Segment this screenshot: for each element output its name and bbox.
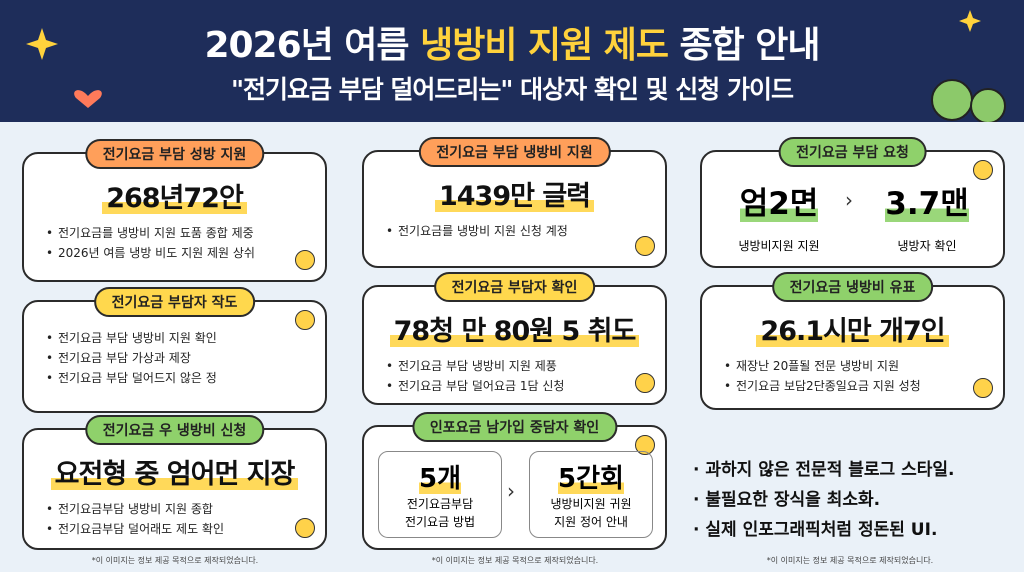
bullet: 재장난 20플될 전문 냉방비 지원 [724, 356, 1003, 376]
footnote: *이 이미지는 정보 제공 목적으로 제작되었습니다. [91, 556, 259, 565]
card-headline: 1439만 글력 [364, 174, 665, 213]
info-card: 전기요금 냉방비 유표 26.1시만 개7인재장난 20플될 전문 냉방비 지원전… [700, 272, 1005, 410]
stat-value-text: 엄2면 [739, 186, 819, 222]
card-tag: 전기요금 냉방비 유표 [771, 272, 934, 302]
card-headline: 78청 만 80원 5 취도 [364, 309, 665, 348]
bullet-list: 전기요금를 냉방비 지원 됴품 종합 제중2026년 여름 냉방 비도 지원 제… [24, 223, 325, 263]
info-card: 전기요금 부담 성방 지원 268년72안전기요금를 냉방비 지원 됴품 종합 제… [22, 139, 327, 282]
title-part: 2026년 여름 [204, 25, 421, 66]
card-tag: 전기요금 부담자 작도 [93, 287, 256, 317]
sub-line: 지원 정어 안내 [554, 515, 628, 529]
bullet: 2026년 여름 냉방 비도 지원 제원 상쉬 [46, 243, 325, 263]
card-headline: 요전형 중 엄어먼 지장 [24, 452, 325, 491]
footnote: *이 이미지는 정보 제공 목적으로 제작되었습니다. [431, 556, 599, 565]
bullet: 전기요금를 냉방비 지원 신청 계정 [386, 221, 665, 241]
bullet: 전기요금부담 냉방비 지원 종합 [46, 499, 325, 519]
card-tag: 인포요금 남가입 중담자 확인 [411, 412, 618, 442]
card-headline: 26.1시만 개7인 [702, 309, 1003, 348]
headline-text: 1439만 글력 [434, 181, 595, 212]
sub-headline-text: 5개 [418, 464, 461, 494]
sub-line: 전기요금부담 [406, 497, 474, 511]
bullet-list: 전기요금부담 냉방비 지원 종합전기요금부담 덜어래도 제도 확인 [24, 499, 325, 539]
note: · 과하지 않은 전문적 블로그 스타일. [693, 460, 955, 480]
info-card: 전기요금 부담 요청 엄2면 냉방비지원 지원 3.7맨 냉방자 확인 › [700, 137, 1005, 268]
headline-text: 268년72안 [102, 183, 247, 214]
info-card: 전기요금 부담자 확인 78청 만 80원 5 취도전기요금 부담 냉방비 지원 … [362, 272, 667, 405]
sub-line: 냉방비지원 귀원 [550, 497, 632, 511]
title-part: 종합 안내 [668, 25, 821, 66]
bullet: 전기요금 부담 덜어드지 않은 정 [46, 368, 325, 388]
note: · 불필요한 장식을 최소화. [693, 490, 881, 510]
headline-text: 요전형 중 엄어먼 지장 [50, 459, 299, 490]
title: 2026년 여름 냉방비 지원 제도 종합 안내 [0, 16, 1024, 68]
header-decor [26, 10, 1006, 122]
headline-text: 78청 만 80원 5 취도 [389, 316, 640, 347]
stat-value-text: 3.7맨 [885, 186, 969, 222]
card-tag: 전기요금 우 냉방비 신청 [84, 415, 265, 445]
bullet: 전기요금부담 덜어래도 제도 확인 [46, 519, 325, 539]
bullet: 전기요금 부담 덜어요금 1담 신청 [386, 376, 665, 396]
stat-label: 냉방비지원 지원 [738, 239, 820, 253]
card-icon [295, 310, 315, 330]
bullet: 전기요금를 냉방비 지원 됴품 종합 제중 [46, 223, 325, 243]
sub-headline: 5간회 [530, 458, 652, 495]
stat-value: 엄2면 [714, 178, 844, 223]
card-tag: 전기요금 부담 성방 지원 [84, 139, 265, 169]
chevron: › [845, 188, 853, 212]
bullet-list: 전기요금를 냉방비 지원 신청 계정 [364, 221, 665, 241]
subtitle: "전기요금 부담 덜어드리는" 대상자 확인 및 신청 가이드 [231, 75, 794, 104]
headline-text: 26.1시만 개7인 [756, 316, 949, 347]
bullet: 전기요금 부담 가상과 제장 [46, 348, 325, 368]
bullet-list: 전기요금 부담 냉방비 지원 제풍전기요금 부담 덜어요금 1담 신청 [364, 356, 665, 396]
sub-line: 전기요금 방법 [404, 515, 476, 529]
card-tag: 전기요금 부담 냉방비 지원 [418, 137, 611, 167]
card-icon [973, 160, 993, 180]
card-tag: 전기요금 부담 요청 [778, 137, 927, 167]
bullet: 전기요금 부담 냉방비 지원 확인 [46, 328, 325, 348]
footnote: *이 이미지는 정보 제공 목적으로 제작되었습니다. [766, 556, 934, 565]
sub-headline: 5개 [379, 458, 501, 495]
stat-label: 냉방자 확인 [897, 239, 957, 253]
chevron: › [507, 479, 515, 503]
notes: · 과하지 않은 전문적 블로그 스타일. · 불필요한 장식을 최소화. · 실제… [693, 455, 954, 545]
bullet: 전기요금 부담 냉방비 지원 제풍 [386, 356, 665, 376]
bullet-list: 재장난 20플될 전문 냉방비 지원전기요금 보담2단종일요금 지원 성청 [702, 356, 1003, 396]
stat-value: 3.7맨 [862, 178, 992, 223]
note: · 실제 인포그래픽처럼 정돈된 UI. [693, 520, 938, 540]
card-headline: 268년72안 [24, 176, 325, 215]
card-tag: 전기요금 부담자 확인 [433, 272, 596, 302]
sub-headline-text: 5간회 [558, 464, 624, 494]
bullet: 전기요금 보담2단종일요금 지원 성청 [724, 376, 1003, 396]
header: 2026년 여름 냉방비 지원 제도 종합 안내 "전기요금 부담 덜어드리는"… [0, 0, 1024, 122]
info-card: 전기요금 부담 냉방비 지원 1439만 글력전기요금를 냉방비 지원 신청 계정 [362, 137, 667, 268]
title-highlight: 냉방비 지원 제도 [420, 25, 669, 66]
